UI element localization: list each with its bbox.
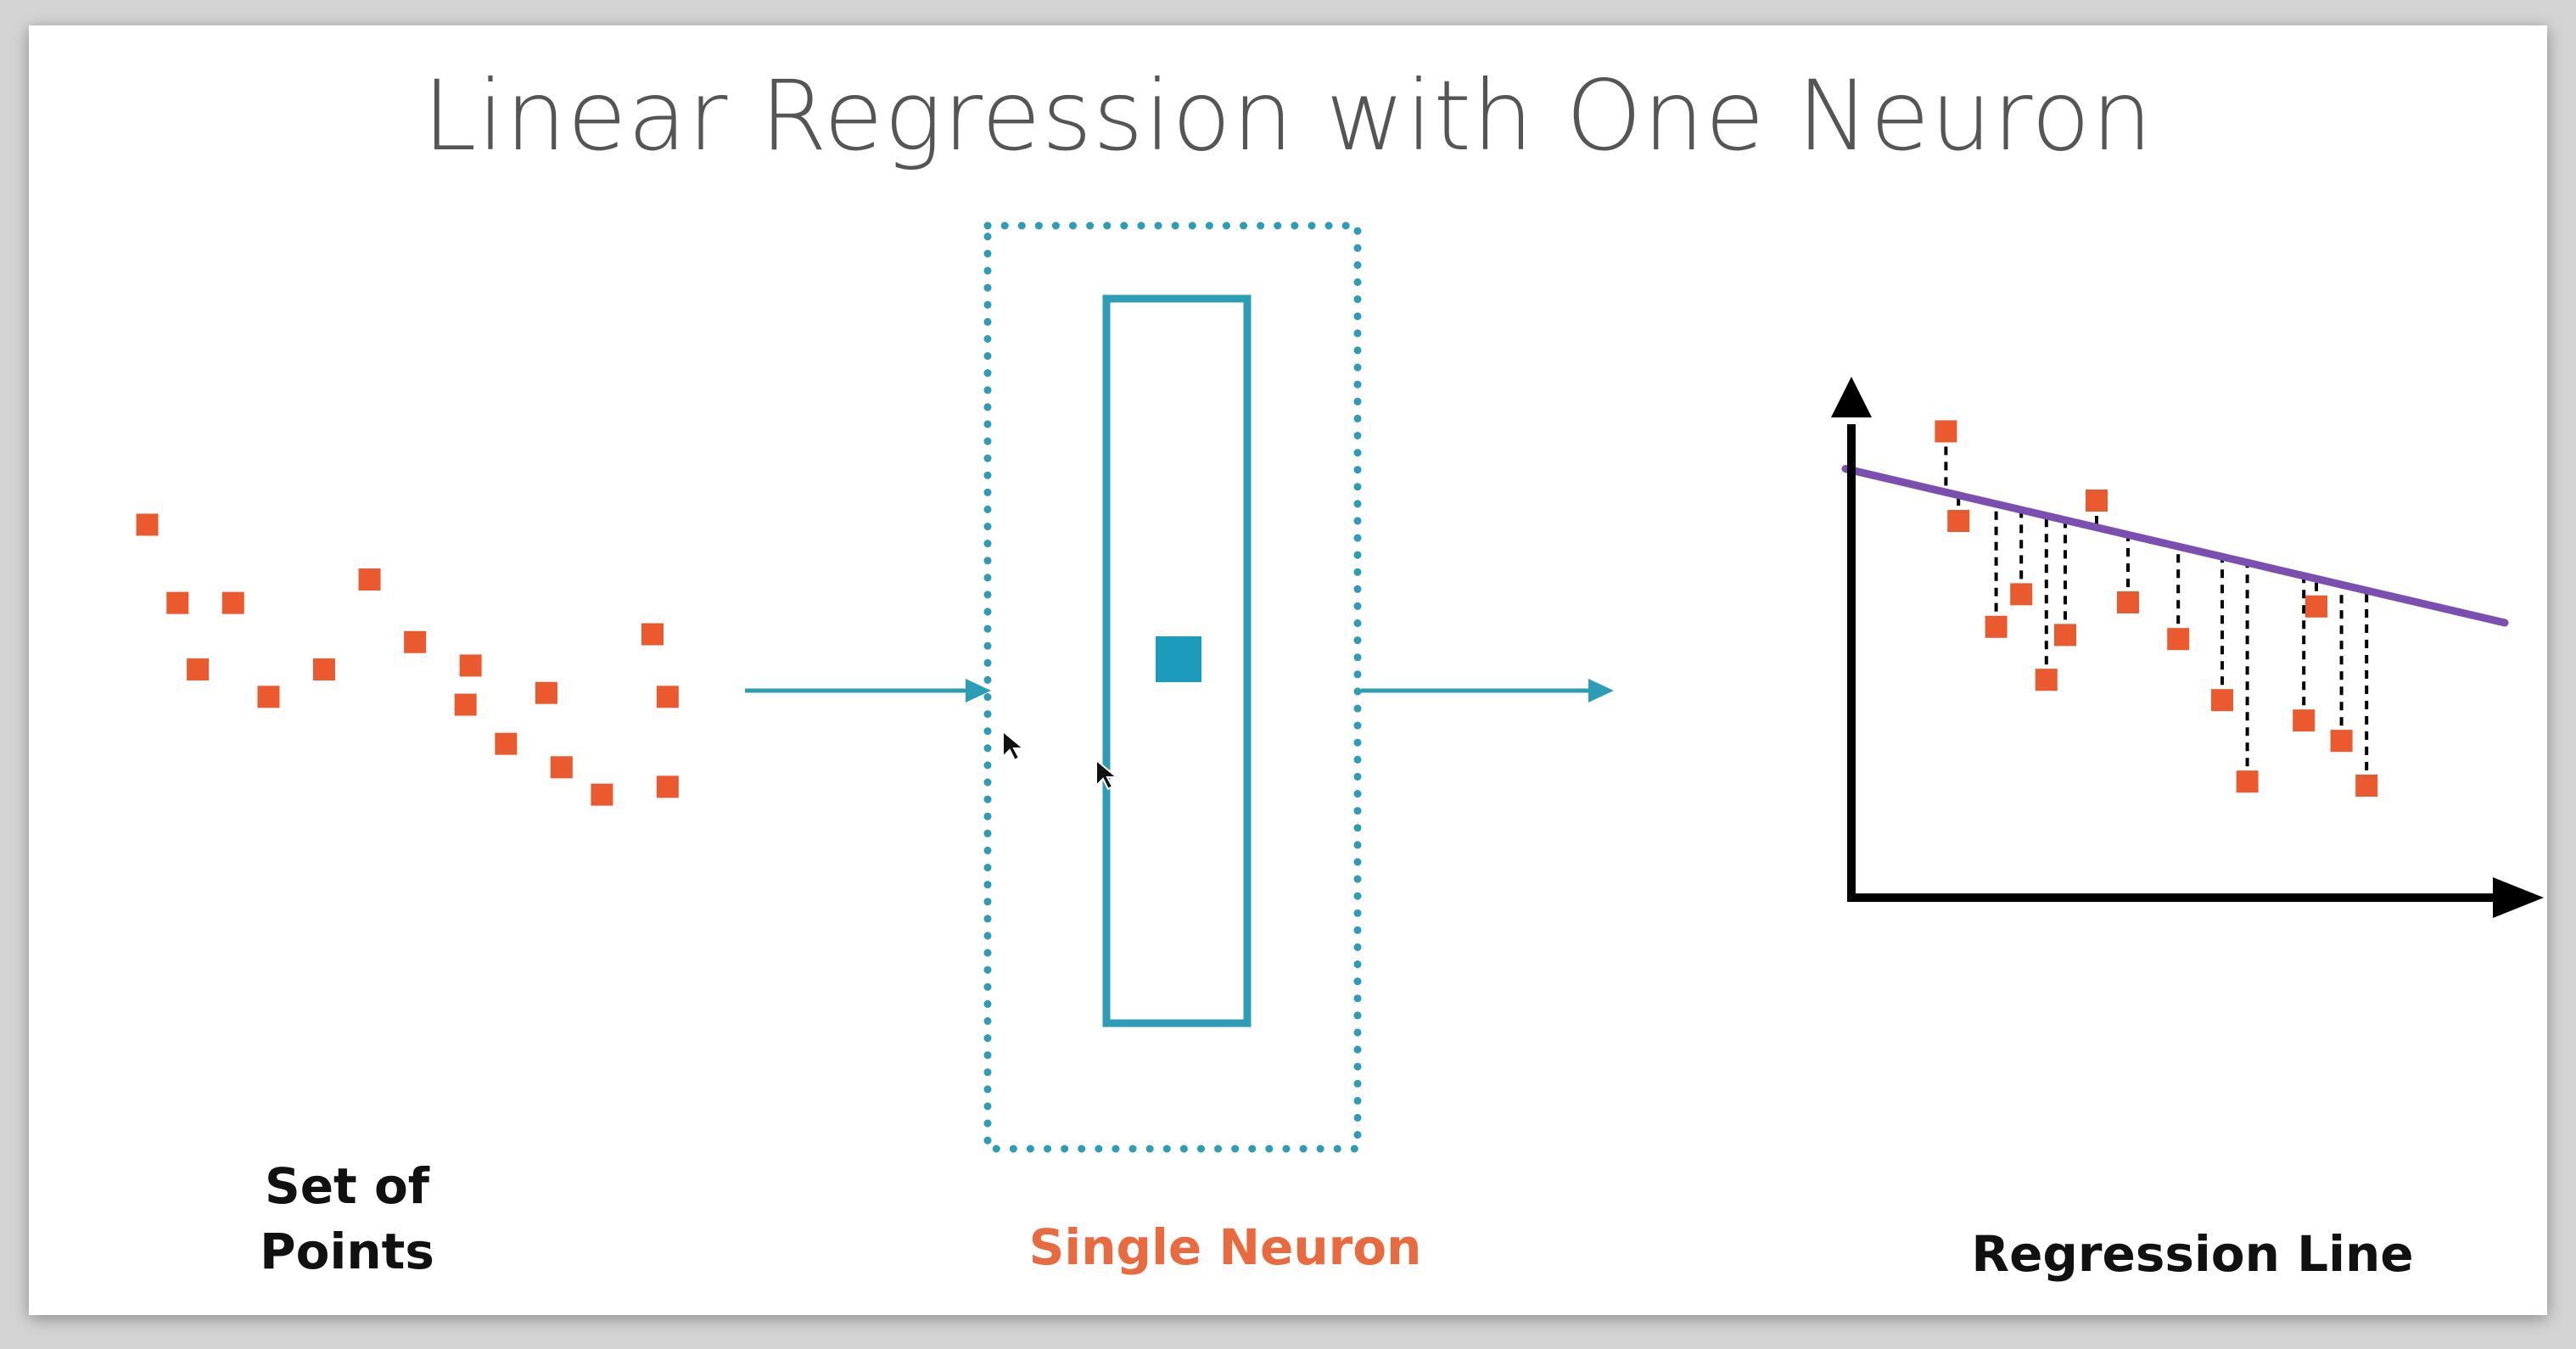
- regression-point: [2293, 709, 2316, 732]
- set-of-points-label: Set of Points: [190, 1154, 504, 1285]
- x-axis-arrow-icon: [2493, 877, 2544, 918]
- regression-point: [2117, 591, 2139, 613]
- scatter-point: [312, 658, 335, 681]
- y-axis-arrow-icon: [1831, 377, 1872, 417]
- scatter-point: [136, 513, 159, 536]
- page-title: Linear Regression with One Neuron: [423, 59, 2153, 172]
- regression-point: [2086, 490, 2108, 512]
- scatter-point: [535, 681, 557, 704]
- regression-point: [2330, 730, 2353, 753]
- cursor-icon: [1002, 729, 1026, 762]
- regression-point: [2035, 669, 2058, 691]
- residual-lines: [1944, 431, 2369, 786]
- input-arrow: [745, 679, 991, 702]
- set-of-points: [136, 513, 679, 806]
- cursor-icon: [1095, 758, 1119, 791]
- regression-point: [1985, 615, 2008, 638]
- regression-line: [1841, 465, 2509, 627]
- scatter-point: [459, 654, 482, 677]
- regression-point: [2236, 770, 2259, 793]
- regression-point: [1935, 420, 1957, 443]
- regression-point: [2355, 775, 2378, 797]
- scatter-point: [656, 775, 679, 798]
- regression-point: [1947, 510, 1970, 532]
- arrow-right-icon: [966, 679, 991, 702]
- scatter-point: [454, 693, 477, 716]
- scatter-point: [166, 591, 189, 614]
- scatter-point: [221, 591, 244, 614]
- regression-points: [1935, 420, 2378, 797]
- scatter-point: [358, 568, 381, 591]
- scatter-point: [187, 658, 210, 681]
- regression-chart: [1831, 377, 2544, 918]
- regression-point: [2211, 689, 2233, 712]
- scatter-point: [257, 686, 280, 708]
- scatter-point: [641, 623, 664, 646]
- arrow-right-icon: [1588, 679, 1614, 702]
- scatter-point: [495, 732, 518, 755]
- regression-point: [2010, 583, 2033, 606]
- regression-line-label: Regression Line: [1971, 1225, 2414, 1283]
- regression-point: [2054, 624, 2076, 647]
- set-of-points-label-line1: Set of: [264, 1157, 430, 1215]
- scatter-point: [550, 756, 573, 779]
- scatter-point: [404, 630, 427, 653]
- regression-point: [2167, 628, 2190, 651]
- diagram-canvas: [136, 221, 2544, 1153]
- output-arrow: [1361, 679, 1614, 702]
- set-of-points-label-line2: Points: [260, 1223, 434, 1281]
- neuron-boundary: [983, 221, 1362, 1153]
- neuron-body: [1102, 294, 1252, 1027]
- slide: Linear Regression with One Neuron: [29, 25, 2547, 1315]
- scatter-point: [656, 686, 679, 708]
- single-neuron-label: Single Neuron: [1028, 1218, 1422, 1276]
- regression-point: [2305, 595, 2327, 618]
- scatter-point: [591, 783, 613, 806]
- neuron-dot-icon: [1156, 636, 1201, 682]
